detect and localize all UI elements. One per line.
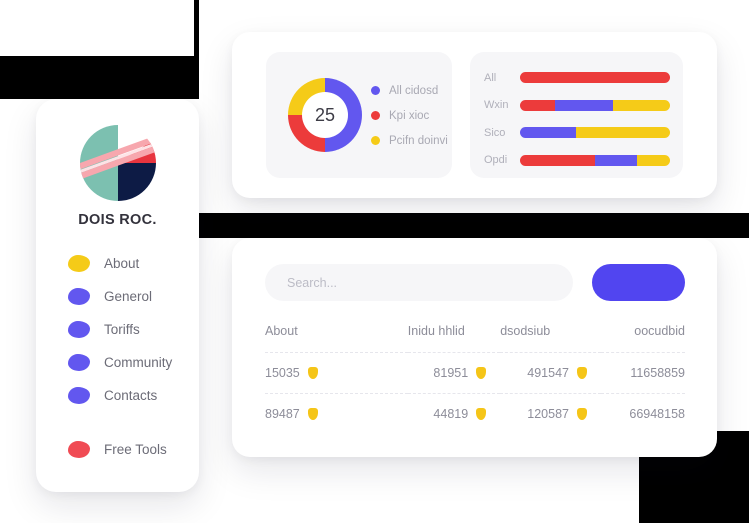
bar-segment-yellow xyxy=(613,99,670,111)
sidebar-item-community[interactable]: Community xyxy=(36,346,199,379)
bar-track xyxy=(520,127,670,139)
sidebar-item-generol[interactable]: Generol xyxy=(36,280,199,313)
legend-item: Kpi xioc xyxy=(371,103,448,128)
charts-card: 25 All cidosd Kpi xioc Pcifn doinvi xyxy=(232,32,717,198)
legend-label: Kpi xioc xyxy=(389,109,430,122)
bar-chart-panel: All Wxin Sico xyxy=(470,52,683,178)
bar-label: Sico xyxy=(484,126,506,139)
bar-segment-yellow xyxy=(637,154,670,166)
legend-label: All cidosd xyxy=(389,84,439,97)
table-column-header[interactable]: About xyxy=(265,324,298,338)
shield-icon xyxy=(307,408,318,420)
sidebar-item-label: About xyxy=(104,256,140,271)
table-column-header[interactable]: Inidu hhlid xyxy=(407,324,465,338)
bar-segment-red xyxy=(520,72,670,84)
search-button[interactable] xyxy=(592,264,685,301)
table-cell-value: 89487 xyxy=(265,407,300,421)
table-row[interactable]: 89487 44819 120587 xyxy=(265,393,685,435)
search-input[interactable] xyxy=(265,264,573,301)
table-row[interactable]: 15035 81951 491547 xyxy=(265,352,685,394)
bar-chart: All Wxin Sico xyxy=(484,64,670,174)
bar-segment-purple xyxy=(595,154,637,166)
bar-segment-yellow xyxy=(575,127,670,139)
table-cell-value: 81951 xyxy=(433,366,469,380)
shield-icon xyxy=(576,367,587,379)
table-card: About Inidu hhlid dsodsiub oocudbid 1503… xyxy=(232,238,717,457)
table-cell: 15035 xyxy=(265,353,408,394)
table-cell-value: 120587 xyxy=(527,407,569,421)
sidebar-item-label: Generol xyxy=(104,289,153,304)
bar-segment-red xyxy=(520,99,555,111)
sidebar-item-contacts[interactable]: Contacts xyxy=(36,379,199,412)
table-cell-value: 44819 xyxy=(433,407,469,421)
bar-label: Opdi xyxy=(484,154,508,167)
bar-track xyxy=(520,154,670,166)
table-cell: 491547 xyxy=(500,353,601,394)
blob-icon xyxy=(68,387,90,404)
donut-legend: All cidosd Kpi xioc Pcifn doinvi xyxy=(371,78,448,153)
brand-logo xyxy=(36,124,199,202)
legend-dot-icon xyxy=(371,86,380,95)
shield-icon xyxy=(307,367,318,379)
shield-icon xyxy=(476,367,487,379)
table-cell: 11658859 xyxy=(630,366,685,380)
data-table: About Inidu hhlid dsodsiub oocudbid 1503… xyxy=(265,324,685,434)
brand-name: DOIS ROC. xyxy=(78,212,157,228)
donut-center-value: 25 xyxy=(302,92,348,138)
table-cell: 44819 xyxy=(408,394,500,435)
sidebar-item-label: Community xyxy=(104,355,173,370)
search-row xyxy=(265,264,685,301)
blob-icon xyxy=(68,288,90,305)
circle-pie-logo-icon xyxy=(79,125,156,201)
bar-row: Wxin xyxy=(484,92,670,120)
bar-row: Sico xyxy=(484,119,670,147)
shield-icon xyxy=(476,408,487,420)
table-column-header[interactable]: dsodsiub xyxy=(500,324,551,338)
bar-label: Wxin xyxy=(484,99,509,112)
bar-segment-red xyxy=(520,154,595,166)
table-cell-value: 491547 xyxy=(527,366,569,380)
bar-track xyxy=(520,99,670,111)
table-cell-value: 15035 xyxy=(265,366,300,380)
table-cell: 81951 xyxy=(408,353,500,394)
table-cell: 120587 xyxy=(500,394,601,435)
sidebar-item-free-tools[interactable]: Free Tools xyxy=(36,433,199,466)
blob-icon xyxy=(68,354,90,371)
legend-dot-icon xyxy=(371,111,380,120)
sidebar-panel: DOIS ROC. About Generol Toriffs Communit… xyxy=(36,99,199,492)
sidebar-item-label: Free Tools xyxy=(104,442,167,457)
background-plate-top-left xyxy=(0,0,194,56)
sidebar-item-toriffs[interactable]: Toriffs xyxy=(36,313,199,346)
bar-segment-purple xyxy=(520,127,576,139)
sidebar-item-label: Toriffs xyxy=(104,322,140,337)
blob-icon xyxy=(68,441,90,458)
sidebar-item-about[interactable]: About xyxy=(36,247,199,280)
legend-item: Pcifn doinvi xyxy=(371,128,448,153)
sidebar-nav: About Generol Toriffs Community Contacts xyxy=(36,247,199,466)
bar-segment-purple xyxy=(554,99,613,111)
table-cell: 66948158 xyxy=(629,407,685,421)
donut-chart: 25 xyxy=(288,78,362,152)
bar-row: All xyxy=(484,64,670,92)
table-cell: 89487 xyxy=(265,394,408,435)
bar-track xyxy=(520,72,670,84)
legend-item: All cidosd xyxy=(371,78,448,103)
legend-dot-icon xyxy=(371,136,380,145)
bar-label: All xyxy=(484,71,497,84)
table-header-row: About Inidu hhlid dsodsiub oocudbid xyxy=(265,324,685,353)
blob-icon xyxy=(68,255,90,272)
bar-row: Opdi xyxy=(484,147,670,175)
legend-label: Pcifn doinvi xyxy=(389,134,448,147)
table-column-header[interactable]: oocudbid xyxy=(634,324,685,338)
sidebar-item-label: Contacts xyxy=(104,388,158,403)
donut-chart-panel: 25 All cidosd Kpi xioc Pcifn doinvi xyxy=(266,52,452,178)
blob-icon xyxy=(68,321,90,338)
shield-icon xyxy=(576,408,587,420)
